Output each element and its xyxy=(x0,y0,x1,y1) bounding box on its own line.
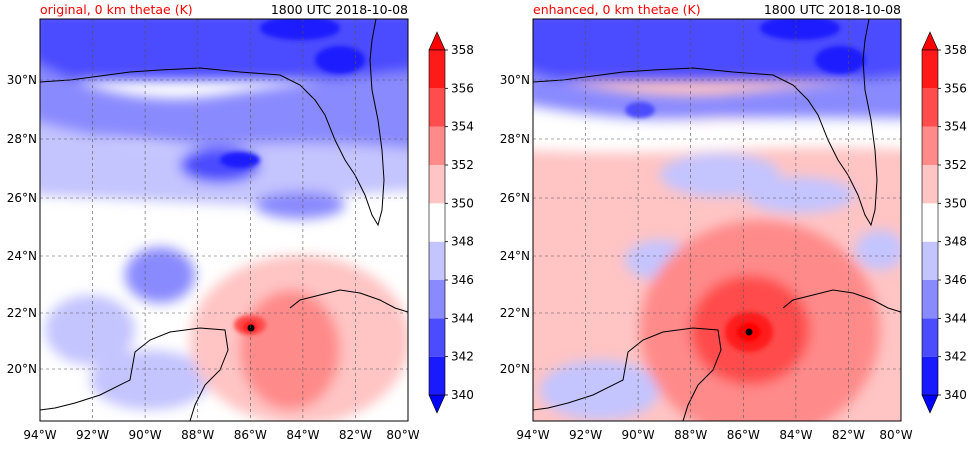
colorbar-tick-label: 358 xyxy=(451,43,474,57)
colorbar-segment xyxy=(429,50,445,89)
colorbar-tick-label: 346 xyxy=(944,273,967,287)
map-panel-enhanced: enhanced, 0 km thetae (K) 1800 UTC 2018-… xyxy=(500,2,913,442)
colorbar-tick-label: 342 xyxy=(451,350,474,364)
colorbar-tick-label: 348 xyxy=(451,235,474,249)
storm-center-marker xyxy=(247,324,255,332)
lon-tick: 84°W xyxy=(779,428,812,442)
map-frame xyxy=(532,18,902,422)
colorbar-tick-label: 352 xyxy=(451,158,474,172)
colorbar-segment xyxy=(922,203,938,242)
lon-tick: 92°W xyxy=(76,428,109,442)
colorbar-segment xyxy=(922,165,938,204)
colorbar-segment xyxy=(922,126,938,165)
colorbar-tick-label: 348 xyxy=(944,235,967,249)
colorbar-tick-label: 340 xyxy=(451,388,474,402)
colorbar-extend-min xyxy=(428,394,446,414)
lat-tick: 26°N xyxy=(500,191,530,205)
lon-tick: 88°W xyxy=(674,428,707,442)
colorbar-segment xyxy=(922,88,938,127)
lon-tick: 82°W xyxy=(832,428,865,442)
lat-tick: 28°N xyxy=(7,132,37,146)
colorbar-extend-min xyxy=(921,394,939,414)
colorbar-tick-label: 358 xyxy=(944,43,967,57)
colorbar-segment xyxy=(429,356,445,395)
colorbar-tick-label: 346 xyxy=(451,273,474,287)
lon-tick: 94°W xyxy=(23,428,56,442)
graticule xyxy=(40,19,408,421)
panel-title-left: original, 0 km thetae (K) xyxy=(40,2,193,17)
lat-tick: 22°N xyxy=(7,306,37,320)
thetae-field xyxy=(533,19,901,421)
colorbar-segment xyxy=(429,318,445,357)
lat-axis: 20°N 22°N 24°N 26°N 28°N 30°N xyxy=(500,73,530,376)
lon-axis: 94°W 92°W 90°W 88°W 86°W 84°W 82°W 80°W xyxy=(516,428,912,442)
colorbar-segment xyxy=(922,356,938,395)
colorbar-tick-label: 354 xyxy=(944,120,967,134)
storm-center-marker xyxy=(745,328,753,336)
lon-tick: 94°W xyxy=(516,428,549,442)
colorbar-segment xyxy=(922,50,938,89)
panel-title-right: 1800 UTC 2018-10-08 xyxy=(271,2,408,17)
panel-title-left: enhanced, 0 km thetae (K) xyxy=(533,2,701,17)
lon-tick: 80°W xyxy=(879,428,912,442)
colorbar-extend-max xyxy=(428,31,446,51)
lon-tick: 86°W xyxy=(234,428,267,442)
lon-tick: 88°W xyxy=(181,428,214,442)
colorbar-original: 340 342 344 346 348 350 352 354 356 358 xyxy=(428,31,474,414)
lat-tick: 28°N xyxy=(500,132,530,146)
colorbar-tick-label: 344 xyxy=(944,311,967,325)
lat-tick: 22°N xyxy=(500,306,530,320)
colorbar-segment xyxy=(429,126,445,165)
lat-tick: 20°N xyxy=(500,362,530,376)
lon-tick: 92°W xyxy=(569,428,602,442)
panel-title-right: 1800 UTC 2018-10-08 xyxy=(764,2,901,17)
colorbar-tick-label: 344 xyxy=(451,311,474,325)
lon-tick: 82°W xyxy=(339,428,372,442)
lat-tick: 30°N xyxy=(7,73,37,87)
colorbar-tick-label: 350 xyxy=(451,196,474,210)
colorbar-tick-label: 356 xyxy=(944,81,967,95)
lat-axis: 20°N 22°N 24°N 26°N 28°N 30°N xyxy=(7,73,37,376)
colorbar-tick-label: 354 xyxy=(451,120,474,134)
coastline xyxy=(533,19,901,421)
colorbar-segment xyxy=(922,318,938,357)
lat-tick: 20°N xyxy=(7,362,37,376)
lon-tick: 90°W xyxy=(129,428,162,442)
colorbar-segment xyxy=(429,165,445,204)
colorbar-segment xyxy=(922,241,938,280)
colorbar-segment xyxy=(429,241,445,280)
map-panel-original: original, 0 km thetae (K) 1800 UTC 2018-… xyxy=(7,2,420,442)
lat-tick: 26°N xyxy=(7,191,37,205)
lat-tick: 30°N xyxy=(500,73,530,87)
colorbar-segment xyxy=(922,280,938,319)
graticule xyxy=(533,19,901,421)
colorbar-segment xyxy=(429,280,445,319)
colorbar-tick-label: 356 xyxy=(451,81,474,95)
lat-tick: 24°N xyxy=(500,249,530,263)
lon-tick: 80°W xyxy=(386,428,419,442)
colorbar-extend-max xyxy=(921,31,939,51)
colorbar-tick-label: 350 xyxy=(944,196,967,210)
colorbar-segment xyxy=(429,88,445,127)
lat-tick: 24°N xyxy=(7,249,37,263)
colorbar-segment xyxy=(429,203,445,242)
lon-tick: 90°W xyxy=(622,428,655,442)
coastline xyxy=(40,19,408,421)
thetae-field xyxy=(40,19,408,421)
map-frame xyxy=(39,18,409,422)
lon-tick: 84°W xyxy=(286,428,319,442)
colorbar-frame xyxy=(921,49,939,396)
colorbar-enhanced: 340 342 344 346 348 350 352 354 356 358 xyxy=(921,31,967,414)
lon-tick: 86°W xyxy=(727,428,760,442)
colorbar-tick-label: 340 xyxy=(944,388,967,402)
colorbar-tick-label: 352 xyxy=(944,158,967,172)
colorbar-tick-label: 342 xyxy=(944,350,967,364)
colorbar-frame xyxy=(428,49,446,396)
lon-axis: 94°W 92°W 90°W 88°W 86°W 84°W 82°W 80°W xyxy=(23,428,419,442)
